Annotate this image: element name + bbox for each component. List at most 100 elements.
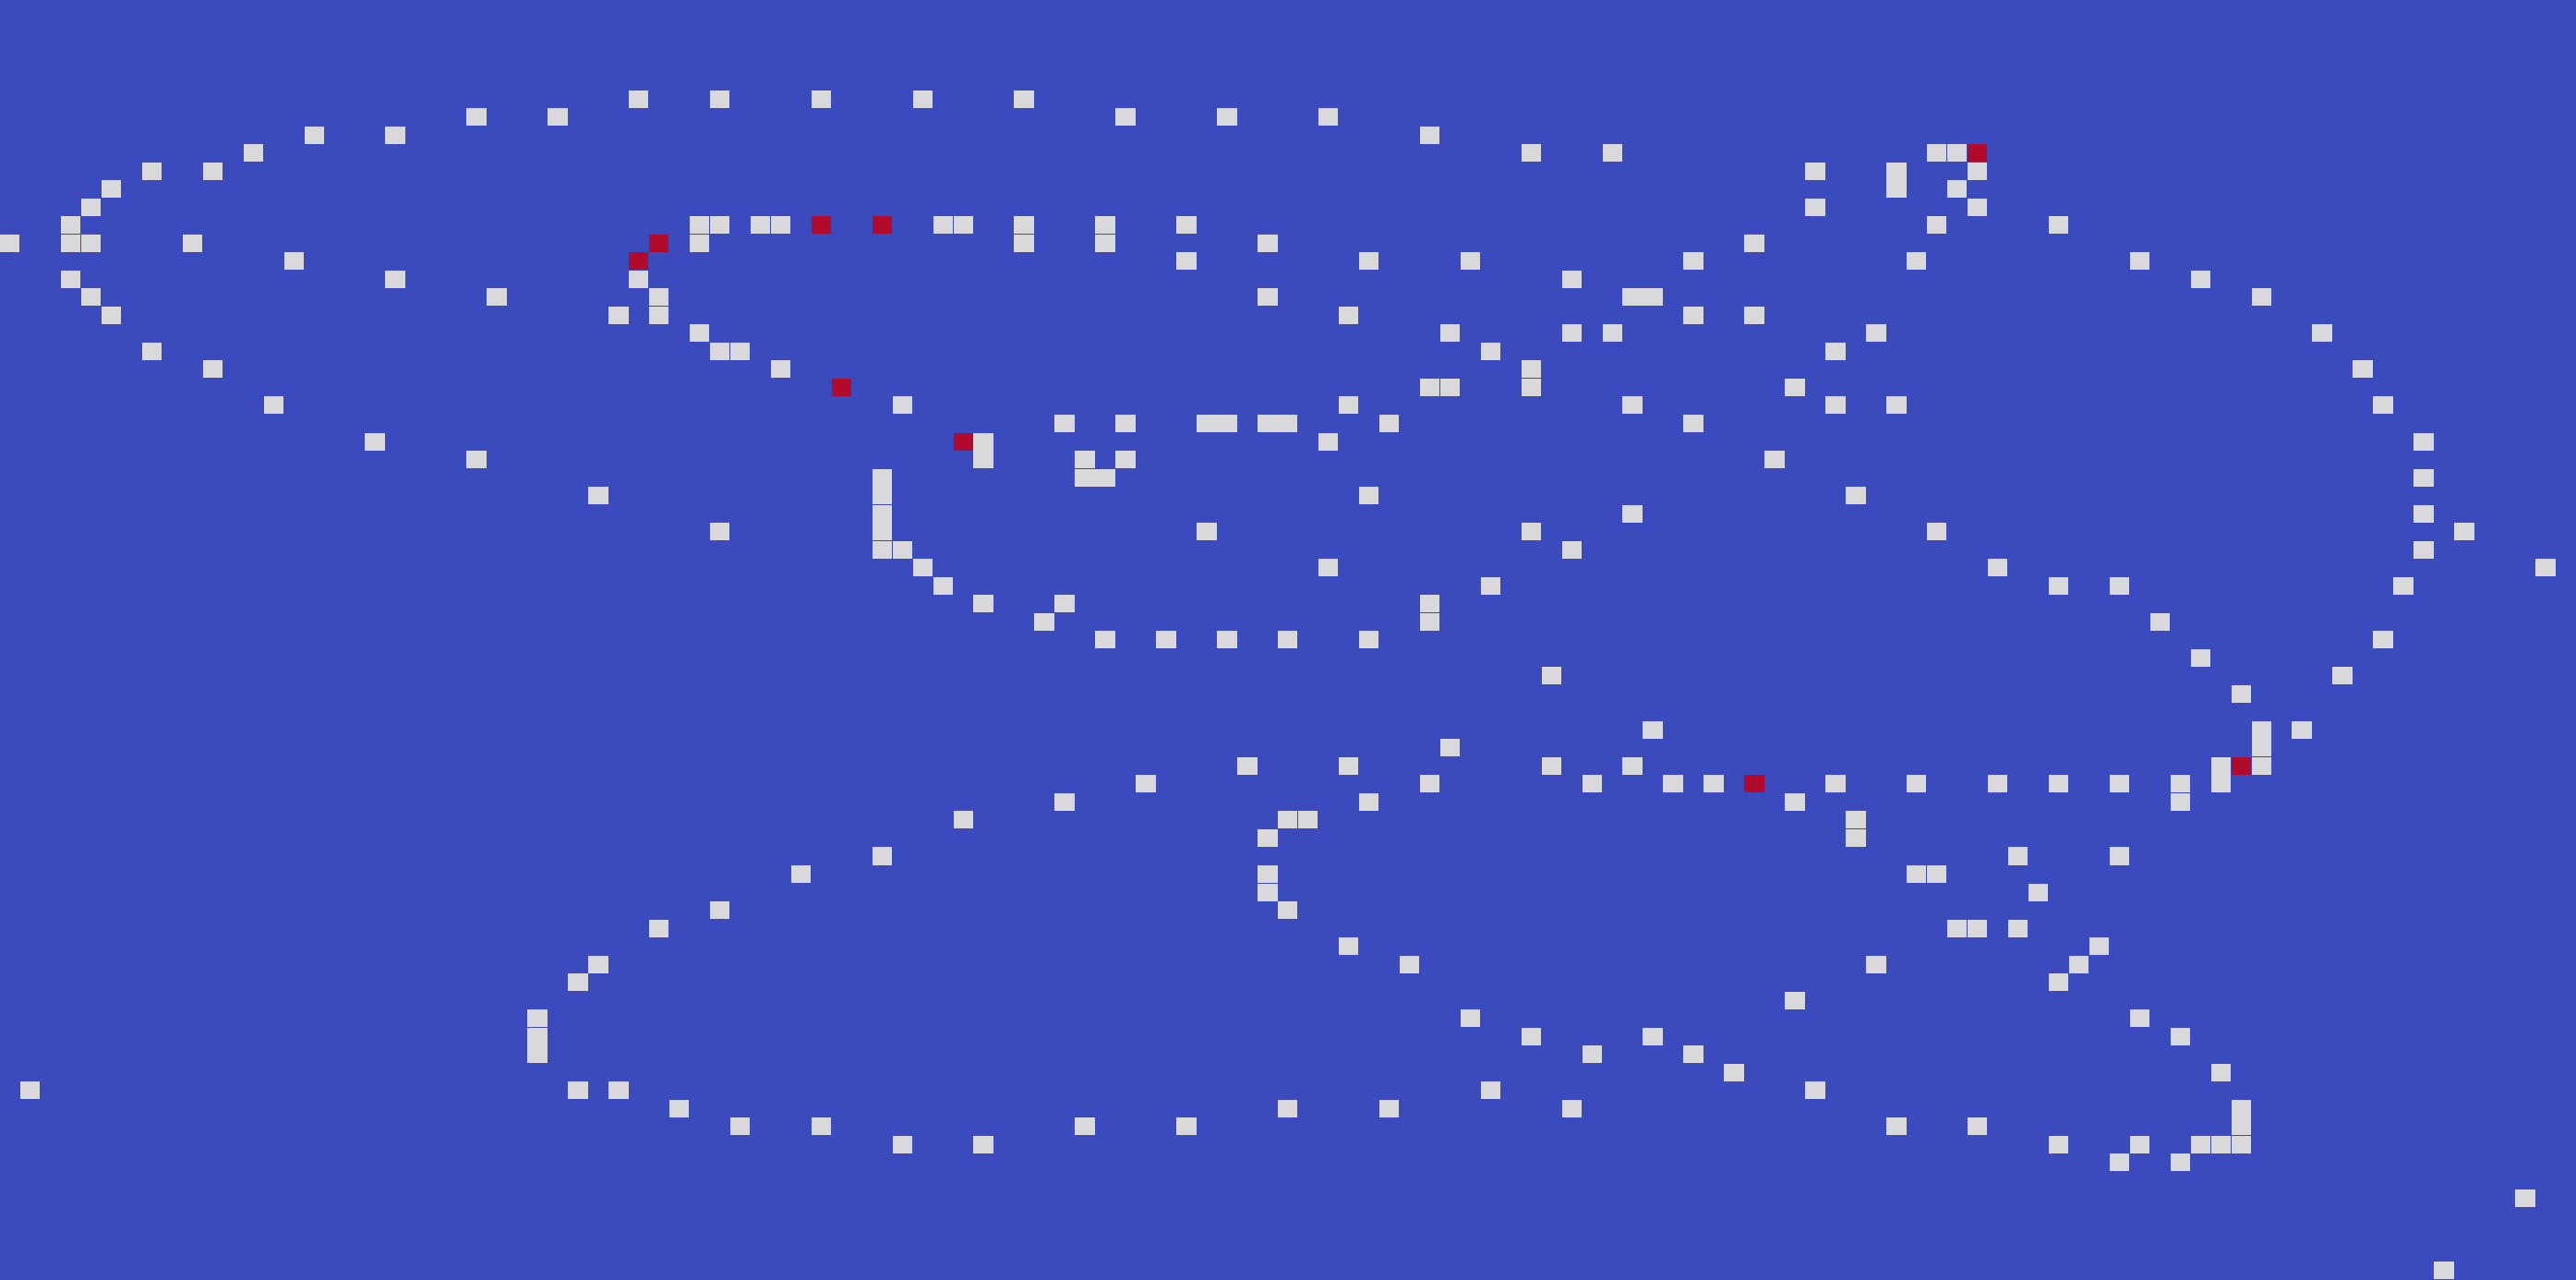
trail-dot bbox=[1886, 180, 1907, 199]
trail-dot bbox=[1258, 883, 1278, 901]
trail-dot bbox=[608, 1081, 629, 1100]
trail-dot bbox=[141, 342, 163, 360]
trail-dot bbox=[1075, 1117, 1095, 1136]
trail-dot bbox=[466, 108, 487, 127]
trail-dot bbox=[1258, 288, 1278, 307]
trail-dot bbox=[1419, 378, 1440, 396]
trail-dot bbox=[2170, 1153, 2191, 1172]
trail-dot bbox=[953, 811, 973, 829]
trail-dot bbox=[1095, 234, 1115, 252]
trail-dot bbox=[1846, 487, 1866, 505]
trail-dot bbox=[872, 540, 893, 559]
trail-dot bbox=[1338, 306, 1359, 324]
trail-dot bbox=[1258, 828, 1278, 847]
trail-dot bbox=[709, 216, 730, 235]
trail-dot bbox=[2454, 523, 2474, 541]
trail-dot bbox=[1946, 919, 1968, 937]
trail-dot bbox=[689, 234, 710, 252]
trail-dot bbox=[2048, 775, 2069, 793]
red-marker bbox=[811, 216, 832, 235]
red-marker bbox=[648, 234, 669, 252]
trail-dot bbox=[1703, 775, 1724, 793]
trail-dot bbox=[1378, 1099, 1400, 1117]
trail-dot bbox=[1683, 1045, 1703, 1064]
trail-dot bbox=[709, 901, 730, 920]
trail-dot bbox=[1419, 595, 1440, 613]
trail-dot bbox=[1217, 631, 1237, 649]
trail-dot bbox=[1724, 1063, 1744, 1081]
trail-dot bbox=[2393, 576, 2413, 595]
trail-dot bbox=[1358, 631, 1379, 649]
trail-dot bbox=[1785, 792, 1805, 811]
trail-dot bbox=[1561, 1099, 1583, 1117]
trail-dot bbox=[385, 126, 405, 144]
trail-dot bbox=[1622, 756, 1643, 775]
trail-dot bbox=[466, 451, 487, 469]
trail-dot bbox=[1785, 991, 1805, 1009]
trail-dot bbox=[1582, 775, 1602, 793]
trail-dot bbox=[1602, 324, 1622, 343]
trail-dot bbox=[729, 1117, 751, 1136]
trail-dot bbox=[1054, 414, 1075, 432]
trail-dot bbox=[1866, 324, 1886, 343]
trail-dot bbox=[2210, 756, 2232, 775]
trail-dot bbox=[1399, 955, 1420, 973]
trail-dot bbox=[2048, 576, 2069, 595]
trail-dot bbox=[933, 576, 953, 595]
trail-dot bbox=[1095, 631, 1115, 649]
trail-dot bbox=[1460, 1009, 1481, 1028]
trail-dot bbox=[527, 1027, 548, 1045]
trail-dot bbox=[2048, 216, 2069, 235]
trail-dot bbox=[1258, 234, 1278, 252]
trail-dot bbox=[202, 360, 223, 379]
trail-dot bbox=[1987, 559, 2008, 577]
trail-dot bbox=[1439, 324, 1461, 343]
trail-dot bbox=[2109, 576, 2130, 595]
trail-dot bbox=[2109, 1153, 2130, 1172]
red-marker bbox=[2231, 756, 2251, 775]
trail-dot bbox=[1480, 1081, 1501, 1100]
trail-dot bbox=[648, 919, 669, 937]
trail-dot bbox=[1946, 144, 1968, 163]
trail-dot bbox=[588, 487, 608, 505]
trail-dot bbox=[709, 523, 730, 541]
trail-dot bbox=[1115, 451, 1136, 469]
trail-dot bbox=[709, 342, 730, 360]
trail-dot bbox=[568, 973, 588, 992]
trail-dot bbox=[1014, 216, 1034, 235]
trail-dot bbox=[872, 523, 893, 541]
trail-dot bbox=[2413, 504, 2434, 523]
trail-dot bbox=[1136, 775, 1156, 793]
trail-dot bbox=[973, 451, 993, 469]
trail-dot bbox=[1846, 828, 1866, 847]
trail-dot bbox=[182, 234, 203, 252]
trail-dot bbox=[2434, 1262, 2454, 1280]
trail-dot bbox=[141, 162, 163, 180]
trail-dot bbox=[1582, 1045, 1602, 1064]
trail-dot bbox=[1521, 378, 1542, 396]
trail-dot bbox=[892, 396, 913, 415]
trail-dot bbox=[1643, 720, 1663, 739]
trail-dot bbox=[101, 180, 122, 199]
trail-dot bbox=[872, 504, 893, 523]
trail-dot bbox=[1521, 144, 1542, 163]
trail-dot bbox=[668, 1099, 690, 1117]
trail-dot bbox=[1987, 775, 2008, 793]
trail-dot bbox=[2373, 396, 2393, 415]
trail-dot bbox=[1278, 811, 1298, 829]
trail-dot bbox=[2190, 1135, 2211, 1153]
trail-dot bbox=[1318, 559, 1339, 577]
trail-dot bbox=[1825, 342, 1846, 360]
red-marker bbox=[629, 252, 649, 271]
trail-dot bbox=[973, 595, 993, 613]
trail-dot bbox=[2231, 1099, 2251, 1117]
trail-dot bbox=[60, 216, 81, 235]
trail-dot bbox=[80, 234, 102, 252]
trail-dot bbox=[2170, 792, 2191, 811]
red-marker bbox=[872, 216, 893, 235]
trail-dot bbox=[2210, 1135, 2232, 1153]
trail-dot bbox=[1237, 756, 1258, 775]
trail-dot bbox=[1115, 108, 1136, 127]
trail-dot bbox=[527, 1009, 548, 1028]
